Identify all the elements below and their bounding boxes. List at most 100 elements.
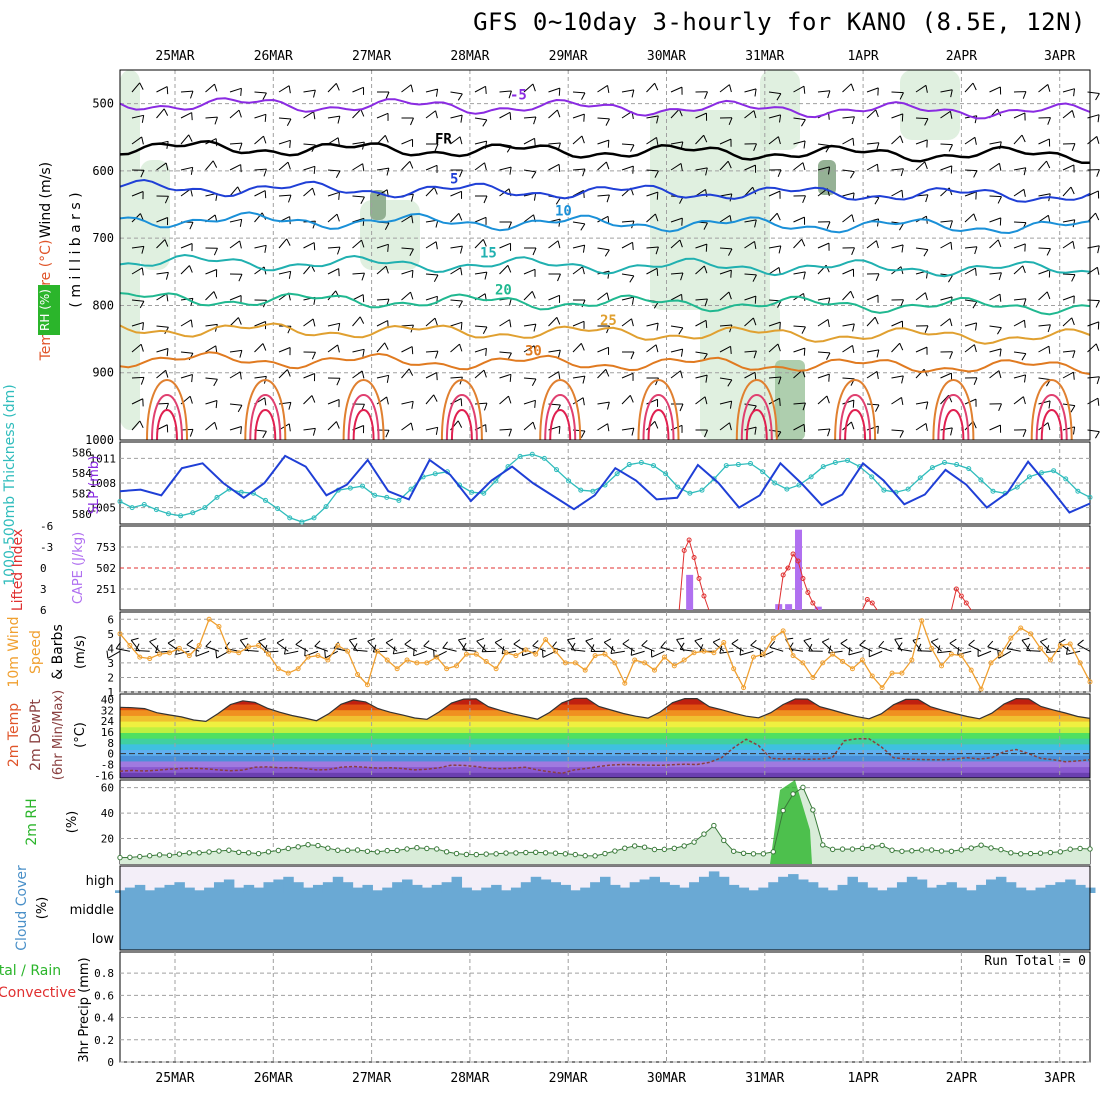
barb-flag (605, 118, 610, 126)
cloud-high-bar (1015, 887, 1027, 893)
barb-flag (436, 165, 438, 173)
cloud-high-bar (1035, 887, 1047, 893)
barb-staff (817, 373, 830, 379)
barb-staff (719, 160, 729, 171)
barb-staff (425, 110, 436, 119)
date-label-bottom: 25MAR (155, 1071, 194, 1086)
barb-staff (327, 268, 339, 275)
wind-barb (915, 84, 928, 93)
cloud-high-bar (1065, 879, 1076, 893)
barb-flag (632, 242, 634, 250)
wind-barb (1013, 429, 1027, 438)
wind-barb (499, 242, 512, 251)
barb-staff (1066, 650, 1081, 655)
barb-staff (695, 265, 705, 275)
barb-flag (877, 295, 879, 303)
wind-speed-point (681, 657, 687, 663)
wind-barb (474, 369, 487, 379)
wind-barb (1087, 245, 1100, 254)
rh-point (443, 849, 450, 855)
barb-staff (474, 140, 487, 145)
barb-staff (130, 639, 141, 652)
barb-flag (165, 370, 169, 378)
barb-staff (229, 87, 242, 93)
wind-barb (1038, 324, 1051, 333)
barb-staff (646, 267, 658, 275)
barb-staff (474, 117, 487, 121)
barb-flag (641, 640, 648, 646)
barb-staff (821, 641, 833, 652)
barb-flag (699, 644, 704, 652)
barb-staff (817, 166, 830, 171)
wind-speed-point (721, 640, 727, 646)
barb-staff (1021, 639, 1032, 652)
wind-barb (229, 371, 242, 380)
barb-flag (973, 170, 978, 178)
wind-barb (793, 402, 806, 411)
wind-barb (523, 345, 536, 354)
wind-barb (474, 117, 488, 127)
cloud-high-bar (530, 876, 542, 893)
barb-flag (435, 89, 439, 97)
barb-staff (964, 213, 975, 223)
barb-staff (597, 346, 609, 353)
barb-staff (450, 321, 463, 327)
dewpoint-line (119, 737, 1091, 775)
barb-flag (656, 268, 659, 276)
cloud-high-bar (451, 876, 463, 893)
barb-flag (703, 265, 708, 274)
barb-staff (327, 322, 340, 327)
surface-wind-barb (106, 650, 121, 659)
barb-flag (570, 642, 576, 650)
barb-flag (532, 247, 537, 256)
thickness-point (566, 478, 572, 484)
boundary-layer-contour (1035, 394, 1068, 441)
cape-bar (814, 606, 822, 610)
barb-staff (567, 639, 576, 652)
barb-flag (1022, 91, 1027, 99)
barb-staff (327, 344, 339, 353)
barb-staff (476, 640, 487, 652)
wind-speed-point (305, 654, 311, 660)
barb-flag (433, 649, 435, 658)
cloud-high-bar (332, 876, 344, 893)
barb-staff (937, 650, 952, 654)
wind-barb (915, 368, 928, 379)
wind-barb (842, 323, 855, 332)
wind-barb (915, 215, 928, 224)
ylabel-cloud-unit: (%) (35, 897, 50, 920)
barb-staff (989, 424, 1001, 431)
barb-flag (852, 400, 855, 408)
wind-barb (180, 112, 193, 121)
wind-barb (842, 214, 855, 223)
barb-flag (779, 191, 781, 199)
wind-barb (303, 351, 316, 360)
wind-barb (1013, 374, 1027, 383)
wind-barb (131, 343, 144, 353)
wind-barb (401, 368, 414, 379)
barb-staff (572, 266, 583, 275)
date-label-top: 1APR (847, 49, 878, 64)
barb-staff (551, 647, 566, 652)
barb-flag (360, 196, 365, 204)
barb-staff (572, 397, 584, 405)
barb-staff (719, 345, 731, 353)
barb-staff (744, 350, 757, 353)
wind-barb (768, 343, 781, 353)
thickness-point (687, 490, 693, 496)
thickness-point (675, 484, 681, 490)
barb-staff (474, 216, 487, 223)
thickness-point (214, 494, 220, 500)
barb-staff (327, 191, 340, 197)
barb-staff (1013, 167, 1026, 171)
cloud-high-bar (718, 876, 730, 893)
barb-flag (336, 213, 340, 222)
barb-flag (1048, 269, 1051, 278)
wind-barb (1062, 186, 1075, 197)
surface-wind-barb (848, 647, 863, 656)
ylabel-wind: Wind (m/s) (38, 162, 54, 238)
wind-barb (1062, 240, 1075, 249)
barb-flag (240, 637, 248, 641)
barb-flag (851, 214, 855, 223)
barb-flag (557, 273, 561, 282)
